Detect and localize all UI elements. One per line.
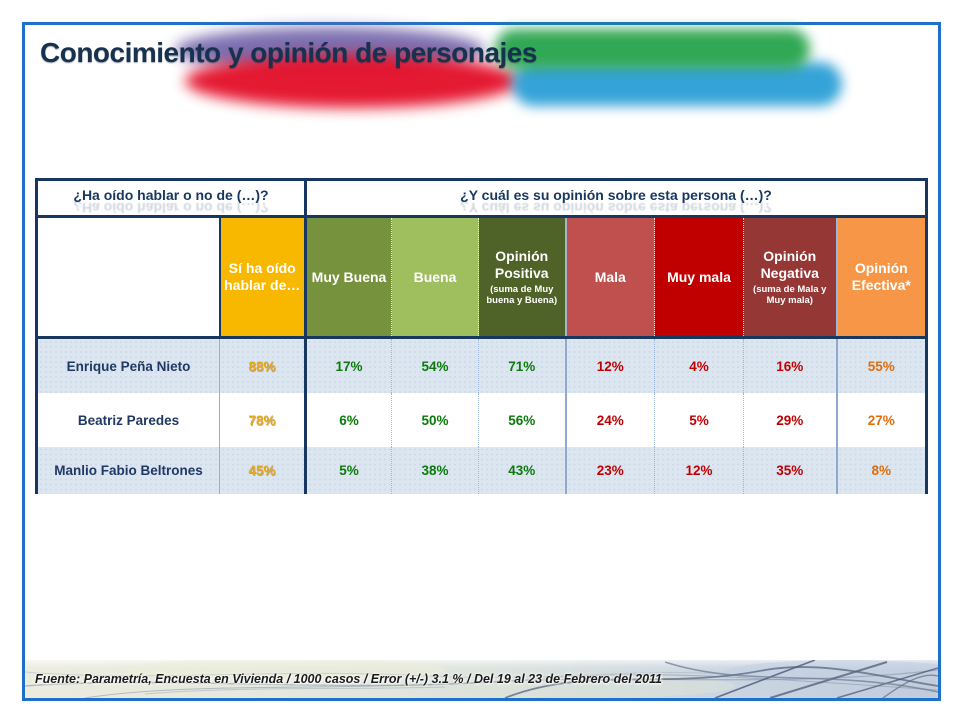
cell-positiva: 43% bbox=[478, 447, 567, 494]
col-header-muy-mala: Muy mala bbox=[654, 215, 744, 339]
col-header-negativa: Opinión Negativa (suma de Mala y Muy mal… bbox=[743, 215, 838, 339]
col-header-mala: Mala bbox=[565, 215, 655, 339]
footer-source: Fuente: Parametría, Encuesta en Vivienda… bbox=[35, 672, 663, 686]
table-row: Beatriz Paredes 78% 6% 50% 56% 24% 5% 29… bbox=[35, 393, 929, 447]
cell-muy-mala: 12% bbox=[654, 447, 744, 494]
col-header-positiva: Opinión Positiva (suma de Muy buena y Bu… bbox=[478, 215, 567, 339]
question-left-header: ¿Ha oído hablar o no de (…)? ¿Ha oído ha… bbox=[35, 178, 307, 218]
swoosh-blue-shape bbox=[512, 62, 842, 106]
question-right-reflection: ¿Y cuál es su opinión sobre esta persona… bbox=[460, 200, 772, 216]
cell-heard: 88% bbox=[219, 337, 307, 393]
footer-strip: Fuente: Parametría, Encuesta en Vivienda… bbox=[25, 660, 938, 698]
cell-efectiva: 55% bbox=[836, 337, 929, 393]
col-header-negativa-label: Opinión Negativa bbox=[760, 248, 819, 281]
col-header-efectiva: Opinión Efectiva* bbox=[836, 215, 929, 339]
question-header-row: ¿Ha oído hablar o no de (…)? ¿Ha oído ha… bbox=[35, 178, 929, 218]
cell-negativa: 29% bbox=[743, 393, 838, 447]
col-header-positiva-sublabel: (suma de Muy buena y Buena) bbox=[486, 284, 558, 306]
question-right-text: ¿Y cuál es su opinión sobre esta persona… bbox=[460, 187, 772, 203]
person-name-cell: Enrique Peña Nieto bbox=[35, 337, 220, 393]
cell-efectiva: 8% bbox=[836, 447, 929, 494]
cell-mala: 12% bbox=[565, 337, 655, 393]
person-name-cell: Beatriz Paredes bbox=[35, 393, 220, 447]
cell-muy-buena: 6% bbox=[305, 393, 392, 447]
cell-muy-mala: 4% bbox=[654, 337, 744, 393]
slide-title: Conocimiento y opinión de personajes bbox=[40, 37, 537, 68]
swoosh-green-shape bbox=[495, 29, 810, 69]
cell-heard: 78% bbox=[219, 393, 307, 447]
col-header-buena: Buena bbox=[391, 215, 479, 339]
branches-graphic bbox=[25, 660, 938, 698]
cell-muy-buena: 5% bbox=[305, 447, 392, 494]
column-header-row: (…) Sí ha oído hablar de… Muy Buena Buen… bbox=[35, 215, 929, 339]
cell-positiva: 56% bbox=[478, 393, 567, 447]
question-right-header: ¿Y cuál es su opinión sobre esta persona… bbox=[303, 178, 929, 218]
col-header-muy-buena: Muy Buena bbox=[305, 215, 392, 339]
cell-mala: 23% bbox=[565, 447, 655, 494]
table-row: Enrique Peña Nieto 88% 17% 54% 71% 12% 4… bbox=[35, 337, 929, 393]
col-header-name: (…) bbox=[35, 215, 221, 339]
cell-buena: 54% bbox=[391, 337, 479, 393]
question-left-text: ¿Ha oído hablar o no de (…)? bbox=[73, 187, 269, 203]
table-row: Manlio Fabio Beltrones 45% 5% 38% 43% 23… bbox=[35, 447, 929, 494]
col-header-heard: Sí ha oído hablar de… bbox=[219, 215, 307, 339]
table-container: ¿Ha oído hablar o no de (…)? ¿Ha oído ha… bbox=[35, 178, 929, 494]
slide-frame: Conocimiento y opinión de personajes ¿Ha… bbox=[22, 22, 941, 701]
cell-negativa: 35% bbox=[743, 447, 838, 494]
cell-negativa: 16% bbox=[743, 337, 838, 393]
cell-muy-buena: 17% bbox=[305, 337, 392, 393]
cell-mala: 24% bbox=[565, 393, 655, 447]
question-left-reflection: ¿Ha oído hablar o no de (…)? bbox=[73, 200, 269, 216]
survey-table: ¿Ha oído hablar o no de (…)? ¿Ha oído ha… bbox=[35, 178, 929, 494]
cell-buena: 38% bbox=[391, 447, 479, 494]
col-header-positiva-label: Opinión Positiva bbox=[494, 248, 549, 281]
cell-muy-mala: 5% bbox=[654, 393, 744, 447]
person-name-cell: Manlio Fabio Beltrones bbox=[35, 447, 220, 494]
cell-heard: 45% bbox=[219, 447, 307, 494]
cell-buena: 50% bbox=[391, 393, 479, 447]
col-header-negativa-sublabel: (suma de Mala y Muy mala) bbox=[753, 284, 827, 306]
cell-positiva: 71% bbox=[478, 337, 567, 393]
cell-efectiva: 27% bbox=[836, 393, 929, 447]
